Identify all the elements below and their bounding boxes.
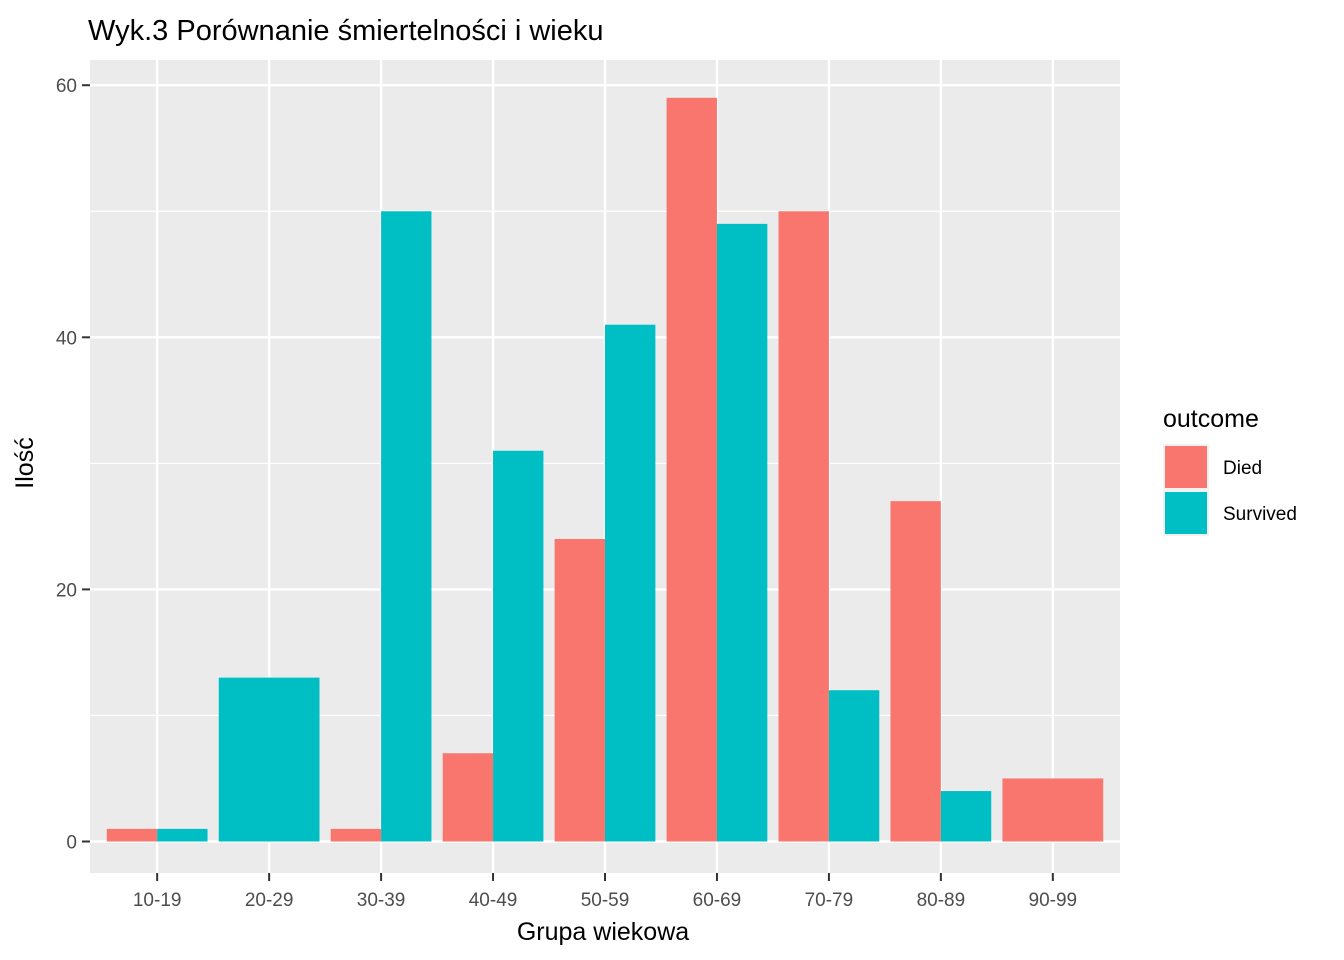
legend-label-survived: Survived bbox=[1223, 504, 1297, 525]
y-tick-label: 40 bbox=[56, 328, 77, 349]
x-tick-label: 50-59 bbox=[581, 890, 630, 911]
x-tick-label: 70-79 bbox=[805, 890, 854, 911]
bar-died-50-59 bbox=[554, 538, 605, 842]
x-tick-label: 20-29 bbox=[245, 890, 294, 911]
bar-survived-40-49 bbox=[493, 450, 544, 842]
chart-title: Wyk.3 Porównanie śmiertelności i wieku bbox=[88, 15, 604, 47]
bar-died-90-99 bbox=[1002, 778, 1104, 842]
x-tick-label: 30-39 bbox=[357, 890, 406, 911]
y-tick-label: 60 bbox=[56, 76, 77, 97]
y-tick-label: 20 bbox=[56, 580, 77, 601]
bar-died-70-79 bbox=[778, 211, 829, 842]
bar-survived-10-19 bbox=[157, 828, 208, 842]
legend-swatch-died bbox=[1165, 446, 1207, 488]
x-tick-label: 80-89 bbox=[917, 890, 966, 911]
legend-title: outcome bbox=[1163, 405, 1259, 433]
bar-survived-70-79 bbox=[828, 690, 880, 842]
x-axis: 10-19 20-29 30-39 40-49 50-59 60-69 70-79 80-89… bbox=[133, 873, 1077, 911]
bar-died-10-19 bbox=[106, 828, 158, 842]
legend-label-died: Died bbox=[1223, 458, 1262, 479]
bar-died-40-49 bbox=[442, 753, 494, 842]
bars bbox=[106, 97, 1104, 842]
x-tick-label: 90-99 bbox=[1029, 890, 1078, 911]
x-tick-label: 60-69 bbox=[693, 890, 742, 911]
bar-survived-30-39 bbox=[381, 211, 432, 842]
y-tick-label: 0 bbox=[66, 832, 77, 853]
x-axis-title: Grupa wiekowa bbox=[517, 918, 689, 946]
x-tick-label: 10-19 bbox=[133, 890, 182, 911]
bar-died-30-39 bbox=[330, 828, 382, 842]
bar-died-80-89 bbox=[890, 501, 941, 842]
bar-survived-80-89 bbox=[940, 791, 992, 842]
y-axis: 0 20 40 60 bbox=[56, 76, 90, 853]
bar-survived-20-29 bbox=[218, 677, 320, 842]
bar-survived-60-69 bbox=[716, 223, 768, 842]
x-tick-label: 40-49 bbox=[469, 890, 518, 911]
legend-swatch-survived bbox=[1165, 492, 1207, 534]
bar-survived-50-59 bbox=[605, 324, 656, 842]
legend: outcome Died Survived bbox=[1163, 405, 1297, 536]
bar-died-60-69 bbox=[666, 97, 717, 842]
y-axis-title: Ilość bbox=[11, 437, 39, 488]
